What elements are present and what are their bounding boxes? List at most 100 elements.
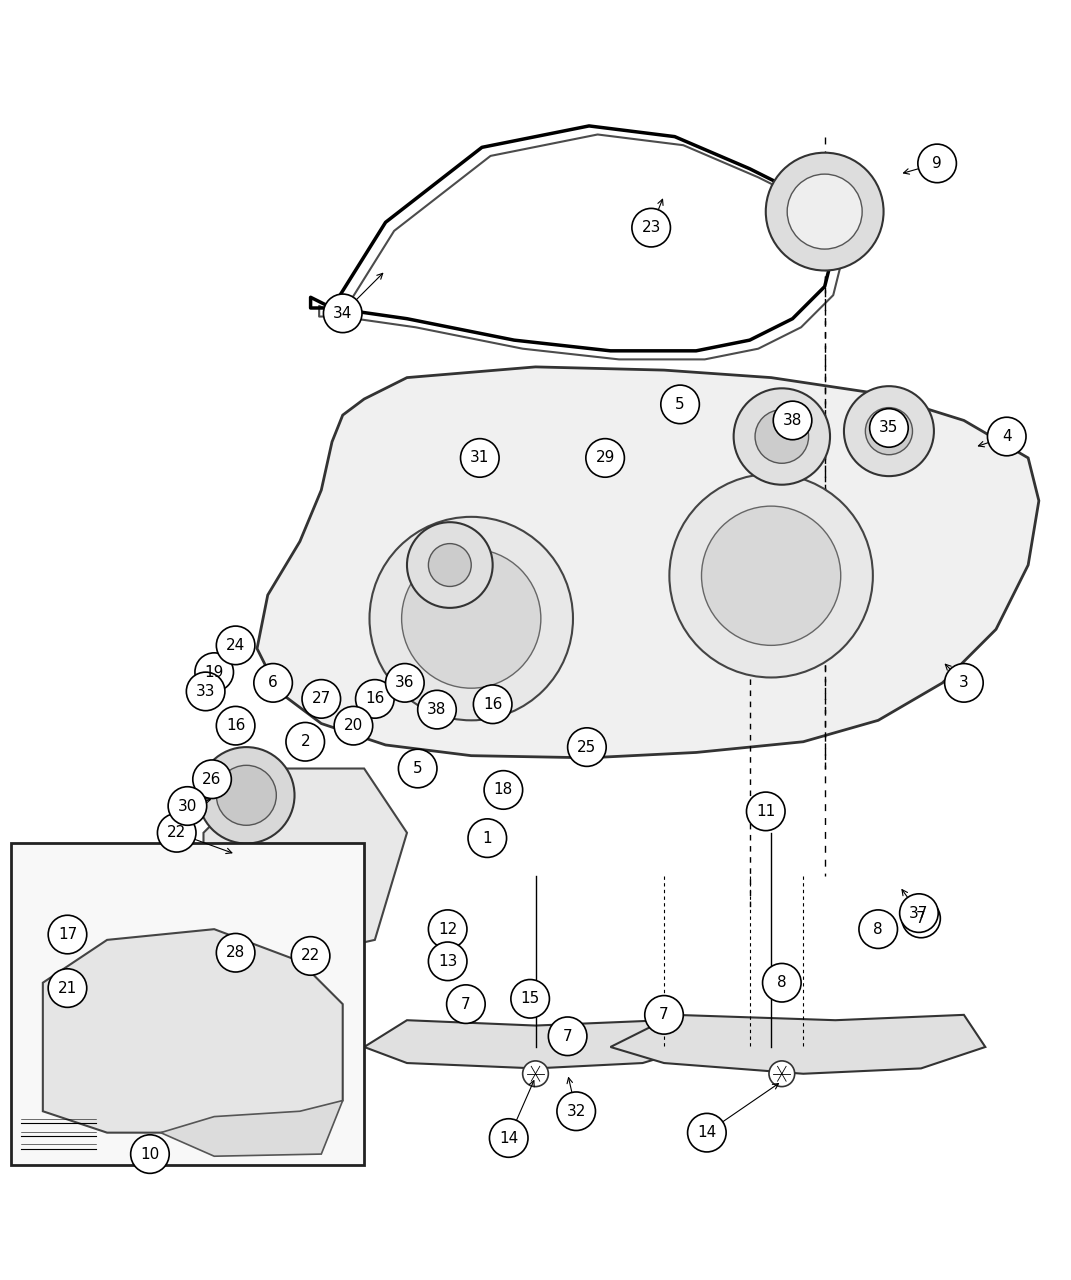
Text: 28: 28 (226, 945, 245, 960)
Text: 7: 7 (917, 911, 925, 925)
Circle shape (489, 1119, 528, 1157)
Circle shape (386, 663, 424, 703)
Polygon shape (43, 929, 343, 1133)
Text: 34: 34 (333, 306, 352, 321)
Circle shape (734, 388, 830, 485)
Text: 5: 5 (676, 397, 684, 412)
Text: 38: 38 (427, 703, 447, 717)
Circle shape (918, 145, 956, 183)
Text: 8: 8 (778, 975, 786, 991)
Circle shape (447, 984, 485, 1024)
Circle shape (568, 728, 606, 767)
Text: 26: 26 (202, 772, 222, 787)
Text: 13: 13 (438, 954, 457, 969)
Polygon shape (161, 1101, 343, 1156)
Text: 18: 18 (494, 782, 513, 797)
Circle shape (216, 933, 255, 972)
Text: 31: 31 (470, 451, 489, 466)
Polygon shape (364, 1020, 696, 1069)
Circle shape (859, 910, 897, 948)
Circle shape (402, 549, 541, 689)
Circle shape (461, 439, 499, 477)
Text: 29: 29 (595, 451, 615, 466)
Circle shape (773, 401, 812, 440)
Polygon shape (257, 367, 1039, 758)
Circle shape (632, 209, 670, 247)
Text: 3: 3 (959, 676, 969, 690)
Circle shape (787, 174, 862, 250)
Text: 16: 16 (226, 718, 245, 733)
Circle shape (216, 765, 276, 826)
Circle shape (302, 680, 341, 718)
Circle shape (428, 942, 467, 980)
Text: 27: 27 (312, 691, 331, 707)
Circle shape (369, 517, 573, 721)
Text: 22: 22 (301, 948, 320, 964)
Circle shape (755, 410, 809, 463)
Circle shape (769, 1061, 795, 1087)
Circle shape (688, 1114, 726, 1152)
Text: 24: 24 (226, 637, 245, 653)
Circle shape (870, 408, 908, 447)
Circle shape (468, 819, 507, 858)
Circle shape (131, 1135, 169, 1174)
Text: 15: 15 (521, 991, 540, 1006)
Polygon shape (610, 1015, 985, 1074)
Circle shape (407, 522, 493, 608)
Circle shape (216, 626, 255, 664)
Circle shape (186, 672, 225, 710)
Circle shape (661, 385, 699, 424)
Circle shape (484, 771, 523, 809)
Text: 9: 9 (932, 156, 942, 172)
Circle shape (428, 910, 467, 948)
Text: 11: 11 (756, 804, 775, 819)
Text: 38: 38 (783, 413, 802, 428)
Text: 7: 7 (660, 1007, 668, 1023)
Bar (11, 844, 364, 1165)
Circle shape (645, 996, 683, 1034)
Text: 30: 30 (178, 799, 197, 814)
Text: 33: 33 (196, 684, 215, 699)
Circle shape (902, 899, 940, 938)
Circle shape (356, 680, 394, 718)
Text: 20: 20 (344, 718, 363, 733)
Circle shape (900, 893, 938, 932)
Circle shape (428, 544, 471, 586)
Circle shape (523, 1061, 548, 1087)
Circle shape (286, 722, 325, 762)
Text: 25: 25 (577, 740, 597, 755)
Text: 36: 36 (395, 676, 414, 690)
Circle shape (865, 407, 912, 454)
Circle shape (323, 294, 362, 333)
Text: 7: 7 (563, 1029, 572, 1043)
Text: 12: 12 (438, 922, 457, 937)
Circle shape (48, 915, 87, 954)
Circle shape (511, 979, 549, 1018)
Circle shape (548, 1018, 587, 1056)
Text: 14: 14 (697, 1125, 716, 1140)
Text: 17: 17 (58, 927, 77, 942)
Text: 2: 2 (301, 735, 310, 749)
Circle shape (945, 663, 983, 703)
Circle shape (254, 663, 292, 703)
Circle shape (216, 707, 255, 745)
Circle shape (702, 506, 841, 645)
Circle shape (418, 690, 456, 728)
Text: 35: 35 (879, 420, 899, 435)
Circle shape (987, 417, 1026, 456)
Text: 4: 4 (1002, 429, 1011, 444)
Text: 22: 22 (167, 826, 186, 840)
Text: 7: 7 (462, 997, 470, 1011)
Circle shape (586, 439, 624, 477)
Text: 16: 16 (365, 691, 384, 707)
Circle shape (168, 787, 207, 826)
Circle shape (746, 792, 785, 831)
Text: 19: 19 (205, 664, 224, 680)
Circle shape (844, 387, 934, 476)
Text: 6: 6 (268, 676, 278, 690)
Text: 32: 32 (567, 1103, 586, 1119)
Text: 5: 5 (413, 762, 422, 776)
Circle shape (195, 653, 233, 691)
Text: 37: 37 (909, 906, 929, 920)
Text: 8: 8 (874, 922, 883, 937)
